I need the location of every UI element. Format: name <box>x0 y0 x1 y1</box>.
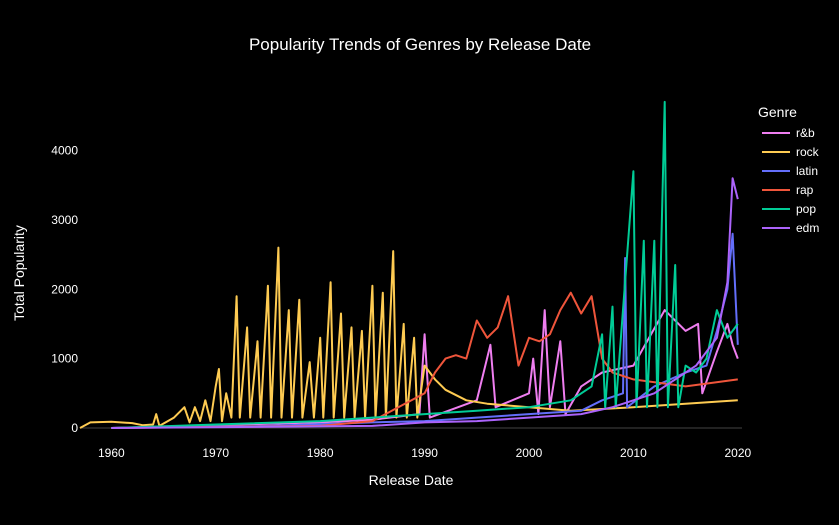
legend-label: rock <box>796 145 820 159</box>
legend-title: Genre <box>758 104 797 120</box>
chart-title: Popularity Trends of Genres by Release D… <box>249 35 591 54</box>
y-tick-label: 3000 <box>51 213 78 227</box>
legend-item-pop[interactable]: pop <box>762 202 816 216</box>
series-line-pop <box>111 100 739 429</box>
x-tick-label: 1970 <box>202 446 229 460</box>
series-line-rap <box>111 291 738 429</box>
y-tick-label: 2000 <box>51 282 78 296</box>
legend-label: latin <box>796 164 818 178</box>
x-tick-label: 1960 <box>98 446 125 460</box>
legend-label: edm <box>796 221 819 235</box>
x-axis-title: Release Date <box>369 472 454 488</box>
y-tick-label: 1000 <box>51 352 78 366</box>
x-tick-label: 2020 <box>724 446 751 460</box>
legend-item-latin[interactable]: latin <box>762 164 818 178</box>
plot-area <box>79 100 742 429</box>
legend: Genre r&b rock latin rap pop edm <box>758 104 820 235</box>
y-axis-title: Total Popularity <box>11 225 27 321</box>
legend-item-rap[interactable]: rap <box>762 183 814 197</box>
legend-item-rock[interactable]: rock <box>762 145 820 159</box>
legend-item-rb[interactable]: r&b <box>762 126 815 140</box>
y-tick-label: 4000 <box>51 144 78 158</box>
legend-label: r&b <box>796 126 815 140</box>
x-tick-label: 2010 <box>620 446 647 460</box>
x-tick-label: 1980 <box>307 446 334 460</box>
legend-item-edm[interactable]: edm <box>762 221 819 235</box>
legend-label: pop <box>796 202 816 216</box>
x-tick-label: 2000 <box>516 446 543 460</box>
x-tick-label: 1990 <box>411 446 438 460</box>
y-axis-ticks: 0 1000 2000 3000 4000 <box>51 144 78 436</box>
series-line-rock <box>79 246 738 429</box>
y-tick-label: 0 <box>71 421 78 435</box>
series-line-edm <box>111 177 739 429</box>
x-axis-ticks: 1960 1970 1980 1990 2000 2010 2020 <box>98 446 752 460</box>
legend-label: rap <box>796 183 814 197</box>
